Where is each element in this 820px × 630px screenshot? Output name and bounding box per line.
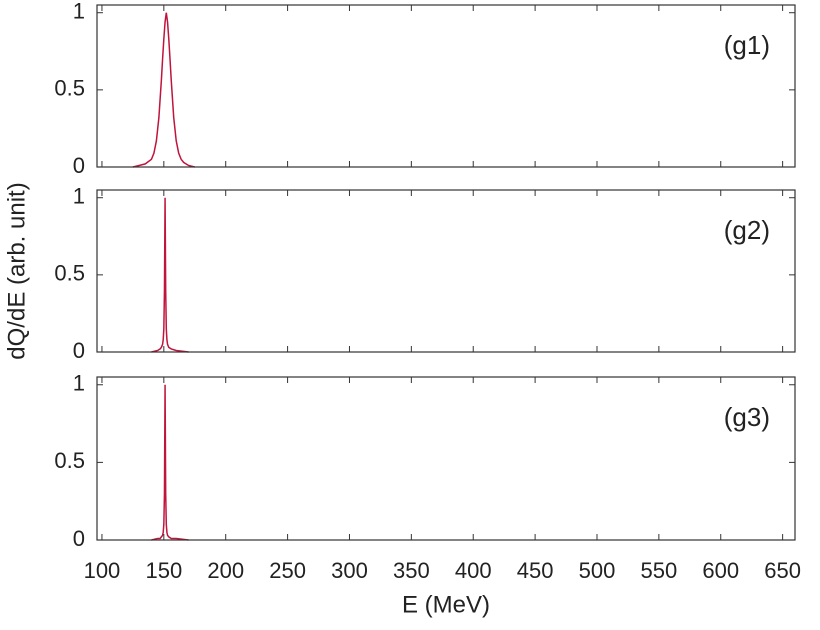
data-line [151,197,189,353]
panel-label: (g1) [724,30,770,60]
x-tick-label: 100 [84,558,121,583]
x-tick-label: 600 [702,558,739,583]
x-tick-label: 350 [393,558,430,583]
plot-frame [96,189,796,353]
panel-label: (g3) [724,402,770,432]
y-axis-label: dQ/dE (arb. unit) [3,182,30,359]
data-line [132,12,195,168]
x-tick-label: 300 [331,558,368,583]
x-tick-label: 450 [517,558,554,583]
y-tick-label: 0.5 [54,261,85,286]
y-tick-label: 0 [73,338,85,363]
y-tick-label: 1 [73,184,85,209]
y-tick-label: 0 [73,153,85,178]
panel-label: (g2) [724,215,770,245]
y-tick-label: 0.5 [54,448,85,473]
x-tick-label: 550 [641,558,678,583]
x-tick-label: 650 [764,558,801,583]
y-tick-label: 1 [73,371,85,396]
x-tick-label: 200 [207,558,244,583]
plot-frame [96,376,796,541]
y-tick-label: 1 [73,0,85,24]
x-tick-label: 400 [455,558,492,583]
plot-frame [96,4,796,168]
x-axis-label: E (MeV) [402,591,490,618]
data-line [151,384,189,541]
x-tick-label: 250 [269,558,306,583]
y-tick-label: 0 [73,526,85,551]
x-tick-label: 500 [579,558,616,583]
x-tick-label: 150 [145,558,182,583]
y-tick-label: 0.5 [54,76,85,101]
